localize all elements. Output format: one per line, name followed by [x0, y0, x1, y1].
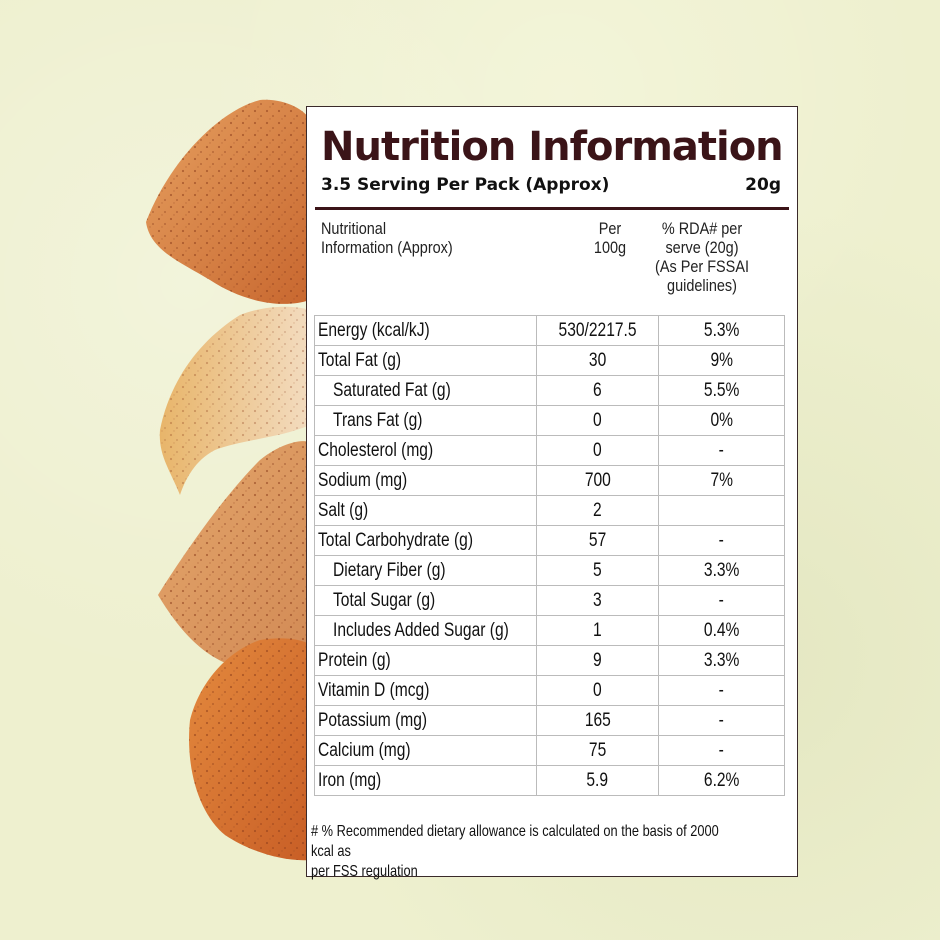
table-row: Salt (g) 2: [314, 495, 785, 526]
per-100g-value: 0: [593, 439, 602, 461]
per-100g-value: 57: [588, 529, 607, 551]
table-row: Calcium (mg) 75 -: [314, 735, 785, 766]
table-row: Dietary Fiber (g) 5 3.3%: [314, 555, 785, 586]
per-100g-value: 530/2217.5: [558, 319, 637, 341]
nutrient-name: Dietary Fiber (g): [333, 559, 446, 581]
table-row: Saturated Fat (g) 6 5.5%: [314, 375, 785, 406]
per-100g-value: 0: [593, 409, 602, 431]
nutrient-name: Total Sugar (g): [333, 589, 436, 611]
rda-value: -: [718, 439, 725, 461]
header-nutrient-line1: Nutritional: [321, 219, 387, 238]
title-divider: [315, 207, 789, 210]
rda-value: -: [718, 589, 725, 611]
rda-value: -: [718, 679, 725, 701]
table-row: Cholesterol (mg) 0 -: [314, 435, 785, 466]
header-per100g-line1: Per: [598, 219, 622, 238]
nutrient-name: Potassium (mg): [318, 709, 428, 731]
rda-value: 6.2%: [703, 769, 740, 791]
serving-size: 20g: [745, 175, 781, 195]
table-row: Vitamin D (mcg) 0 -: [314, 675, 785, 706]
header-rda-line3: (As Per FSSAI: [655, 257, 749, 276]
table-row: Total Carbohydrate (g) 57 -: [314, 525, 785, 556]
nutrition-table: Energy (kcal/kJ) 530/2217.5 5.3% Total Fat…: [314, 315, 785, 796]
rda-value: 0%: [710, 409, 733, 431]
rda-value: 0.4%: [703, 619, 740, 641]
table-row: Potassium (mg) 165 -: [314, 705, 785, 736]
per-100g-value: 3: [593, 589, 602, 611]
header-rda-line4: guidelines): [667, 276, 737, 295]
footnote-line1: # % Recommended dietary allowance is cal…: [311, 823, 719, 860]
nutrient-name: Total Carbohydrate (g): [318, 529, 474, 551]
per-100g-value: 5: [593, 559, 602, 581]
table-row: Total Sugar (g) 3 -: [314, 585, 785, 616]
rda-value: 5.3%: [703, 319, 740, 341]
header-rda: % RDA# per serve (20g) (As Per FSSAI gui…: [647, 219, 758, 295]
per-100g-value: 5.9: [586, 769, 609, 791]
nutrient-name: Saturated Fat (g): [333, 379, 451, 401]
serving-text: 3.5 Serving Per Pack (Approx): [321, 175, 610, 195]
nutrient-name: Sodium (mg): [318, 469, 408, 491]
per-100g-value: 9: [593, 649, 602, 671]
rda-value: -: [718, 709, 725, 731]
per-100g-value: 2: [593, 499, 602, 521]
table-row: Sodium (mg) 700 7%: [314, 465, 785, 496]
footnote: # % Recommended dietary allowance is cal…: [311, 822, 727, 882]
nutrient-name: Cholesterol (mg): [318, 439, 434, 461]
nutrient-name: Protein (g): [318, 649, 391, 671]
nutrient-name: Trans Fat (g): [333, 409, 423, 431]
table-row: Protein (g) 9 3.3%: [314, 645, 785, 676]
per-100g-value: 6: [593, 379, 602, 401]
table-row: Includes Added Sugar (g) 1 0.4%: [314, 615, 785, 646]
rda-value: 3.3%: [703, 649, 740, 671]
nutrient-name: Vitamin D (mcg): [318, 679, 430, 701]
header-nutrient: Nutritional Information (Approx): [321, 219, 508, 257]
per-100g-value: 1: [593, 619, 602, 641]
nutrient-name: Calcium (mg): [318, 739, 411, 761]
per-100g-value: 165: [584, 709, 611, 731]
header-rda-line1: % RDA# per: [661, 219, 743, 238]
rda-value: 7%: [710, 469, 733, 491]
rda-value: 3.3%: [703, 559, 740, 581]
nutrition-title: Nutrition Information: [321, 124, 784, 170]
per-100g-value: 75: [588, 739, 607, 761]
table-row: Energy (kcal/kJ) 530/2217.5 5.3%: [314, 315, 785, 346]
header-per100g: Per 100g: [572, 219, 649, 257]
table-row: Total Fat (g) 30 9%: [314, 345, 785, 376]
serving-line: 3.5 Serving Per Pack (Approx) 20g: [321, 175, 781, 195]
rda-value: 9%: [710, 349, 733, 371]
nutrient-name: Total Fat (g): [318, 349, 402, 371]
rda-value: 5.5%: [703, 379, 740, 401]
footnote-line2: per FSS regulation: [311, 863, 418, 880]
rda-value: -: [718, 739, 725, 761]
nutrient-name: Salt (g): [318, 499, 369, 521]
per-100g-value: 0: [593, 679, 602, 701]
header-per100g-line2: 100g: [593, 238, 627, 257]
nutrition-panel: Nutrition Information 3.5 Serving Per Pa…: [306, 106, 798, 880]
table-row: Trans Fat (g) 0 0%: [314, 405, 785, 436]
nutrient-name: Iron (mg): [318, 769, 382, 791]
per-100g-value: 700: [584, 469, 611, 491]
nutrient-name: Energy (kcal/kJ): [318, 319, 430, 341]
header-rda-line2: serve (20g): [665, 238, 739, 257]
nutrient-name: Includes Added Sugar (g): [333, 619, 509, 641]
rda-value: -: [718, 529, 725, 551]
per-100g-value: 30: [588, 349, 607, 371]
header-nutrient-line2: Information (Approx): [321, 238, 453, 257]
table-row: Iron (mg) 5.9 6.2%: [314, 765, 785, 796]
